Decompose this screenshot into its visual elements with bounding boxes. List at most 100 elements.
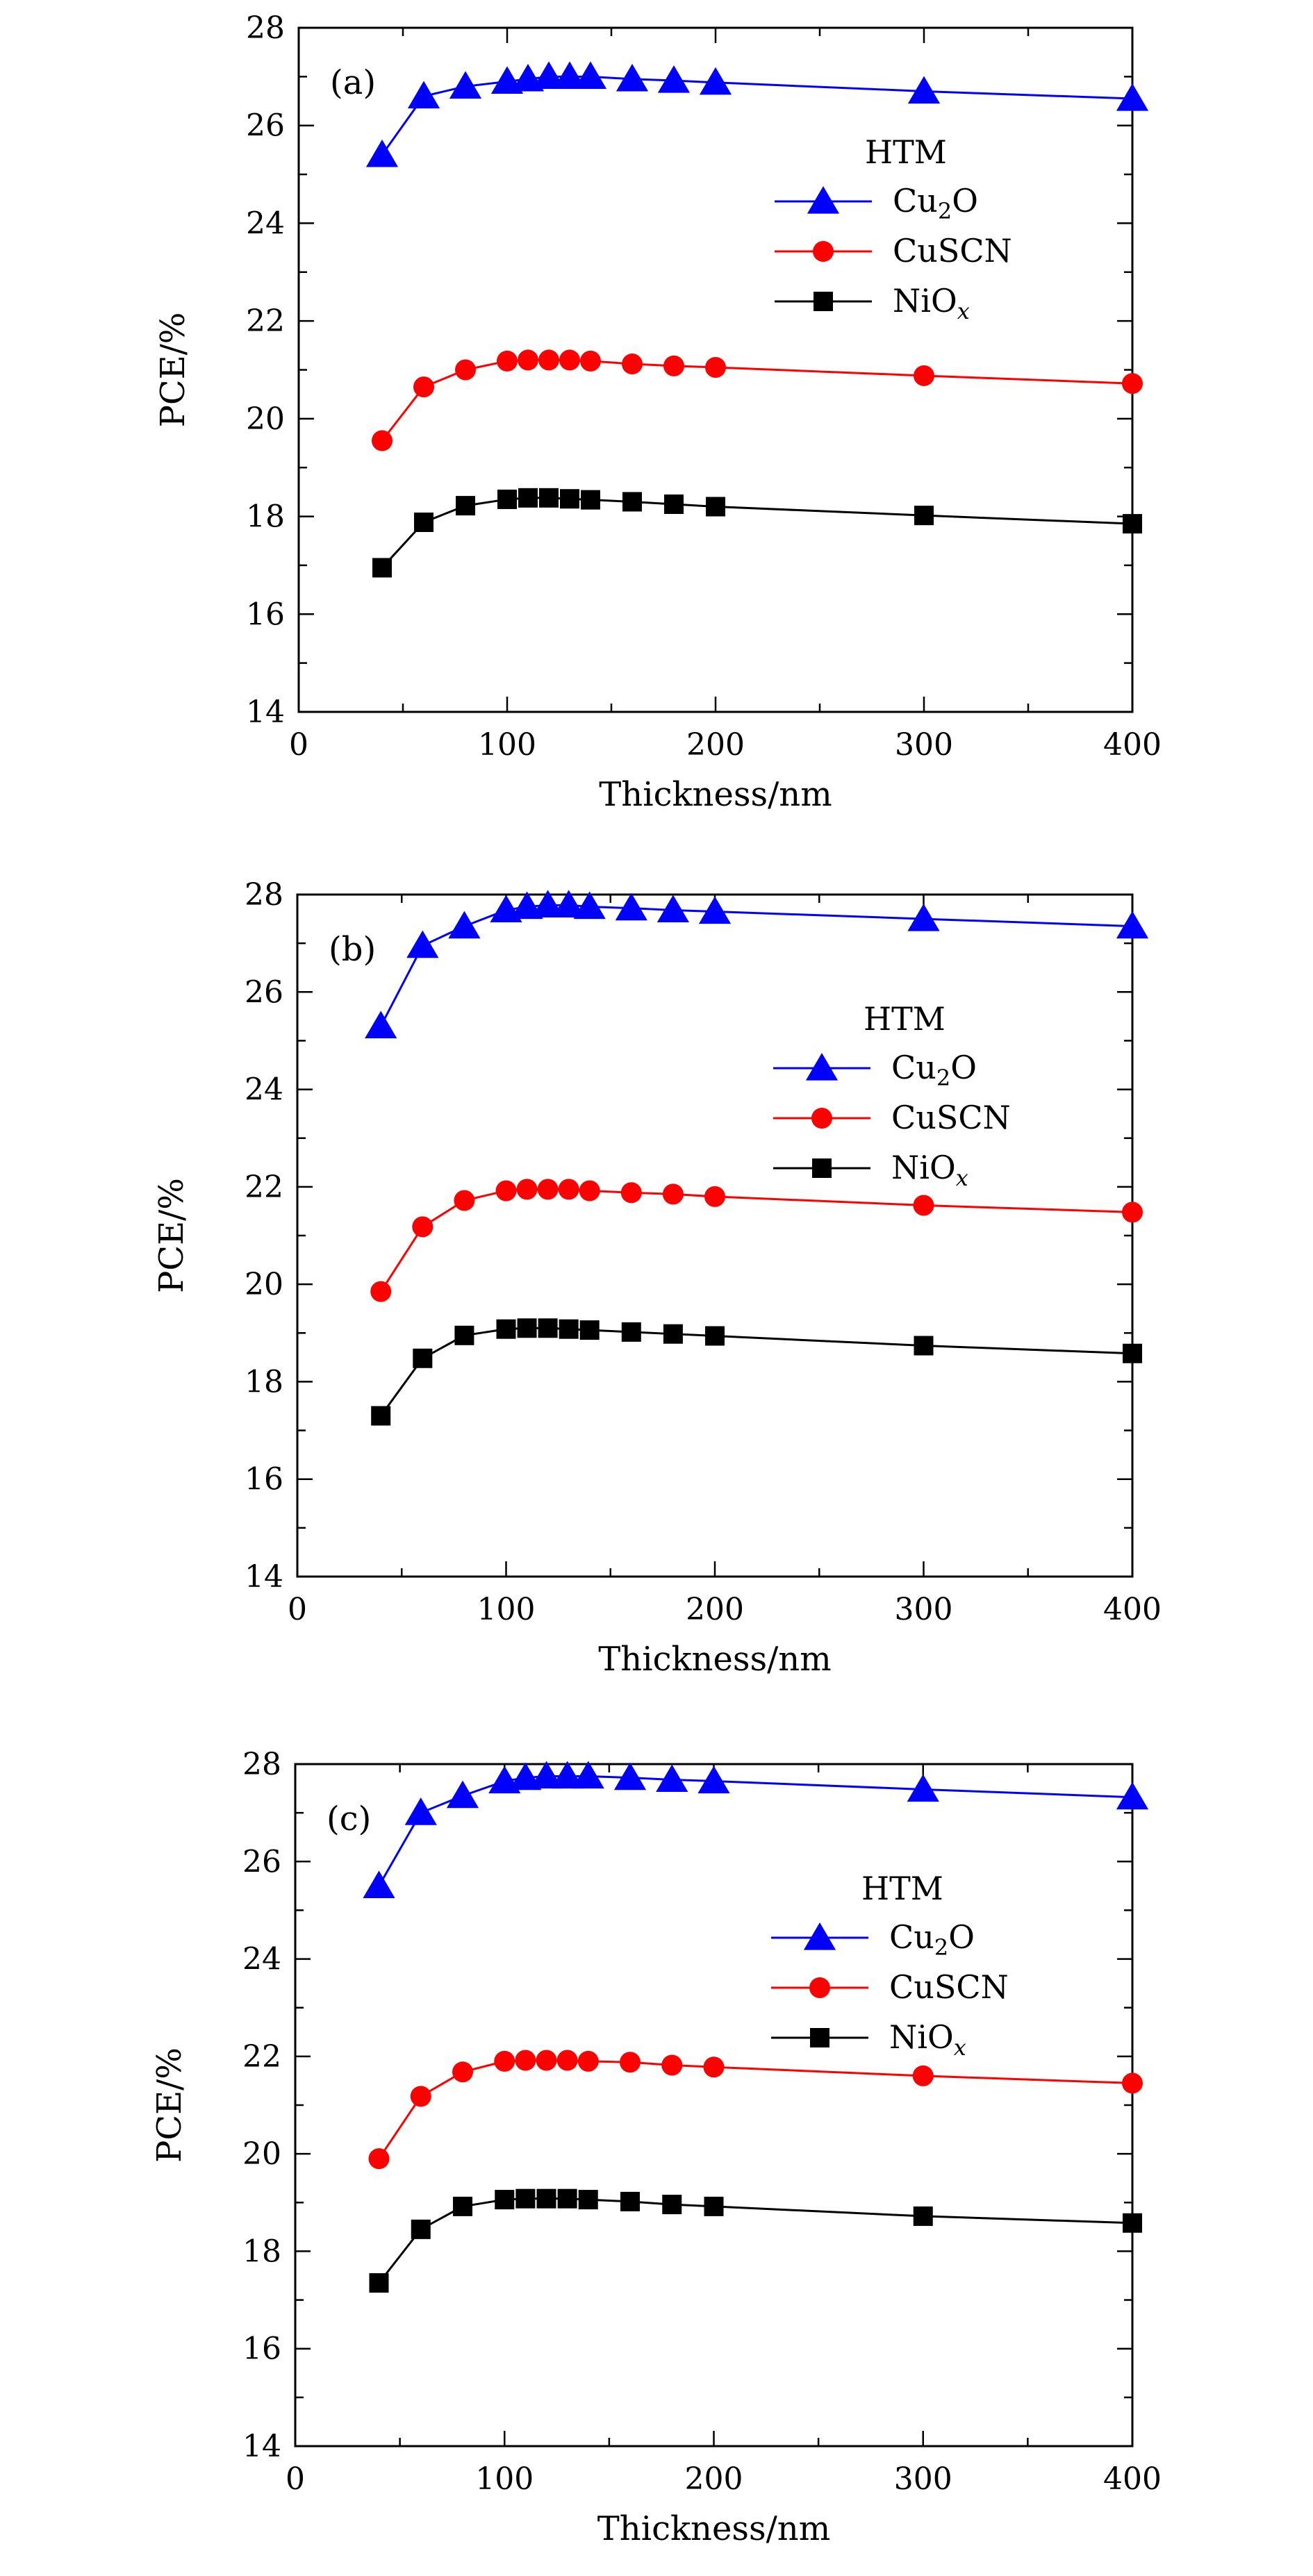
series-cu <box>363 1761 1149 1898</box>
series-cu <box>365 890 1149 1038</box>
x-tick-label: 100 <box>478 727 536 763</box>
y-tick-label: 24 <box>245 1072 283 1108</box>
data-point-circle <box>811 1108 832 1129</box>
series-line <box>379 1188 1133 1293</box>
data-point-square <box>1123 1343 1142 1363</box>
y-tick-label: 24 <box>246 206 285 241</box>
data-point-square <box>581 490 600 510</box>
data-point-triangle <box>1116 83 1149 111</box>
data-point-circle <box>370 1281 392 1302</box>
data-point-circle <box>577 2050 599 2072</box>
data-point-square <box>456 496 475 516</box>
data-point-circle <box>703 2056 725 2078</box>
data-point-square <box>810 2028 829 2047</box>
data-point-circle <box>372 430 393 451</box>
data-point-circle <box>497 350 518 372</box>
y-tick-label: 14 <box>246 695 285 730</box>
panel-label: (b) <box>329 930 376 969</box>
series-cuscn <box>372 349 1143 451</box>
data-point-square <box>413 1348 433 1368</box>
data-point-square <box>539 488 559 508</box>
data-point-square <box>706 497 725 517</box>
data-point-triangle <box>530 1761 563 1789</box>
data-point-triangle <box>803 1922 836 1950</box>
data-point-circle <box>410 2086 431 2107</box>
legend-label: NiOx <box>893 282 970 324</box>
data-point-circle <box>580 350 601 372</box>
x-axis-title: Thickness/nm <box>599 775 832 814</box>
data-point-square <box>411 2219 431 2239</box>
y-axis-title: PCE/% <box>154 313 192 428</box>
data-point-triangle <box>1116 911 1149 939</box>
data-point-triangle <box>365 139 399 167</box>
y-tick-label: 20 <box>246 401 285 437</box>
data-point-triangle <box>552 890 585 918</box>
data-point-triangle <box>404 1797 437 1825</box>
y-tick-label: 28 <box>242 1747 281 1782</box>
data-point-circle <box>813 241 834 262</box>
data-point-circle <box>494 2050 515 2072</box>
x-tick-label: 100 <box>475 2461 534 2497</box>
data-point-circle <box>1122 2072 1143 2094</box>
data-point-circle <box>622 354 643 375</box>
data-point-circle <box>556 2050 578 2071</box>
data-point-square <box>914 1336 934 1356</box>
y-tick-label: 16 <box>242 2332 281 2367</box>
data-point-triangle <box>616 63 649 92</box>
legend-label: NiOx <box>891 1149 968 1191</box>
legend-label: CuSCN <box>893 232 1012 269</box>
data-point-circle <box>704 1186 725 1207</box>
y-tick-label: 20 <box>242 2136 281 2172</box>
data-point-circle <box>368 2148 390 2170</box>
data-point-triangle <box>807 186 840 214</box>
data-point-triangle <box>449 71 482 99</box>
legend-label: Cu2O <box>889 1918 975 1961</box>
x-tick-label: 200 <box>686 727 745 763</box>
data-point-square <box>497 489 517 509</box>
legend: HTM Cu2O CuSCN NiOx <box>771 1870 1009 2061</box>
data-point-triangle <box>446 1780 479 1809</box>
data-point-triangle <box>363 1870 395 1898</box>
series-line <box>378 2197 1133 2284</box>
data-point-square <box>557 2188 577 2209</box>
data-point-square <box>705 1326 725 1346</box>
data-point-square <box>372 558 392 578</box>
x-tick-label: 300 <box>894 2461 952 2497</box>
data-point-triangle <box>697 1765 730 1794</box>
y-tick-label: 28 <box>246 10 285 46</box>
data-point-circle <box>413 376 434 398</box>
data-point-square <box>496 1319 516 1339</box>
data-point-triangle <box>532 61 565 89</box>
data-point-triangle <box>615 892 647 921</box>
x-tick-label: 200 <box>685 2461 743 2497</box>
y-tick-label: 22 <box>245 1170 283 1205</box>
data-point-circle <box>914 365 934 386</box>
data-point-square <box>515 2188 536 2209</box>
data-point-square <box>620 2191 640 2211</box>
data-point-circle <box>454 1190 475 1211</box>
legend: HTM Cu2O CuSCN NiOx <box>775 133 1012 324</box>
data-point-square <box>663 1324 683 1344</box>
legend-label: NiOx <box>889 2018 966 2061</box>
chart-panel-2: 0 100 200 300 400 14 16 18 20 22 24 26 28 Thickness/n… <box>152 877 1162 1679</box>
data-point-circle <box>912 2065 934 2086</box>
data-point-triangle <box>907 76 941 104</box>
x-tick-label: 0 <box>288 1592 307 1627</box>
data-point-triangle <box>656 895 689 923</box>
data-point-square <box>622 492 642 512</box>
data-point-triangle <box>551 1761 584 1789</box>
data-point-square <box>814 292 833 311</box>
series-cu <box>365 61 1149 167</box>
data-point-square <box>536 2188 556 2209</box>
y-tick-label: 28 <box>245 877 283 913</box>
x-tick-label: 300 <box>895 1592 953 1627</box>
data-point-circle <box>536 2050 557 2071</box>
data-point-circle <box>809 1977 830 1998</box>
x-tick-label: 200 <box>686 1592 744 1627</box>
data-point-circle <box>913 1195 934 1216</box>
panel-label: (a) <box>330 63 376 102</box>
x-tick-label: 400 <box>1103 1592 1162 1627</box>
y-tick-label: 16 <box>245 1462 283 1497</box>
data-point-circle <box>537 1179 559 1200</box>
data-point-square <box>664 494 684 514</box>
